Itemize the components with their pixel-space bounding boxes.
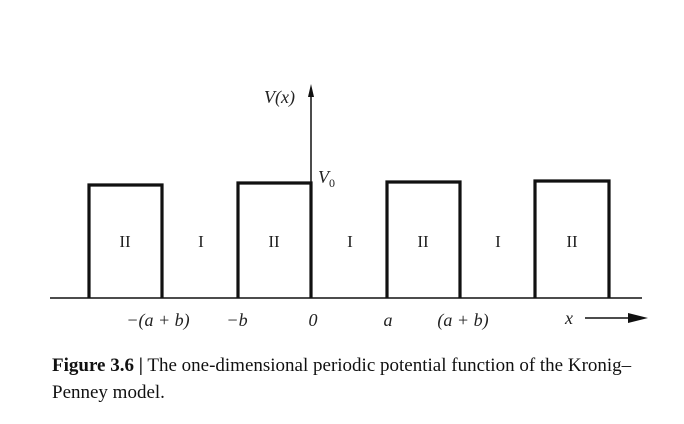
v0-label: V0: [318, 167, 335, 190]
x-axis-arrowhead-icon: [628, 313, 648, 323]
v0-label-subscript: 0: [329, 176, 335, 190]
v0-label-main: V: [318, 167, 331, 187]
figure-caption-text: The one-dimensional periodic potential f…: [52, 355, 632, 403]
region-label-4: I: [347, 232, 353, 251]
barrier-3: [385, 180, 462, 298]
region-label-7: II: [566, 232, 578, 251]
x-tick-label-a: a: [384, 310, 393, 330]
figure-caption: Figure 3.6 | The one-dimensional periodi…: [52, 352, 652, 406]
region-label-3: II: [268, 232, 280, 251]
y-axis-arrowhead-icon: [308, 84, 314, 97]
barrier-1: [87, 183, 164, 298]
barriers: [87, 179, 611, 298]
barrier-4: [533, 179, 611, 298]
x-axis-label: x: [564, 308, 573, 328]
x-tick-label-zero: 0: [309, 310, 318, 330]
y-axis-label: V(x): [264, 87, 295, 108]
x-tick-label-a-plus-b: (a + b): [437, 310, 488, 331]
kronig-penney-diagram: II I II I II I II V(x) V0 x −(a + b) −b …: [50, 84, 648, 331]
figure-label: Figure 3.6 |: [52, 355, 143, 376]
region-label-6: I: [495, 232, 501, 251]
region-label-5: II: [417, 232, 429, 251]
x-tick-label-neg-a-plus-b: −(a + b): [126, 310, 189, 331]
region-label-1: II: [119, 232, 131, 251]
x-tick-label-neg-b: −b: [226, 310, 247, 330]
region-label-2: I: [198, 232, 204, 251]
barrier-2: [236, 181, 313, 298]
